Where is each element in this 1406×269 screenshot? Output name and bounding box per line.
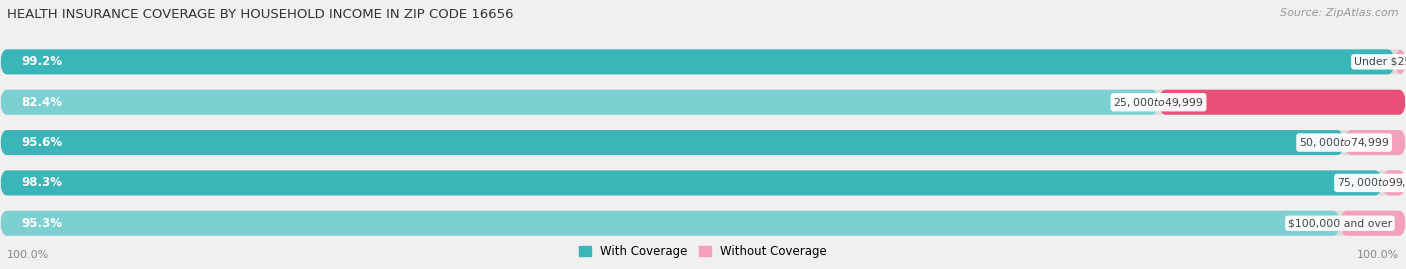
Text: 98.3%: 98.3% bbox=[21, 176, 62, 189]
Text: $75,000 to $99,999: $75,000 to $99,999 bbox=[1337, 176, 1406, 189]
Legend: With Coverage, Without Coverage: With Coverage, Without Coverage bbox=[574, 241, 832, 263]
Text: $25,000 to $49,999: $25,000 to $49,999 bbox=[1114, 96, 1204, 109]
FancyBboxPatch shape bbox=[0, 90, 1159, 115]
FancyBboxPatch shape bbox=[0, 49, 1406, 74]
FancyBboxPatch shape bbox=[1340, 211, 1406, 236]
Text: 99.2%: 99.2% bbox=[21, 55, 62, 68]
FancyBboxPatch shape bbox=[1395, 49, 1406, 74]
Text: 95.6%: 95.6% bbox=[21, 136, 62, 149]
Text: 82.4%: 82.4% bbox=[21, 96, 62, 109]
Text: $50,000 to $74,999: $50,000 to $74,999 bbox=[1299, 136, 1389, 149]
FancyBboxPatch shape bbox=[0, 171, 1382, 195]
Text: Under $25,000: Under $25,000 bbox=[1354, 57, 1406, 67]
Text: 95.3%: 95.3% bbox=[21, 217, 62, 230]
FancyBboxPatch shape bbox=[0, 49, 1395, 74]
Text: Source: ZipAtlas.com: Source: ZipAtlas.com bbox=[1281, 8, 1399, 18]
FancyBboxPatch shape bbox=[1159, 90, 1406, 115]
FancyBboxPatch shape bbox=[1344, 130, 1406, 155]
Text: 100.0%: 100.0% bbox=[7, 250, 49, 260]
FancyBboxPatch shape bbox=[0, 211, 1340, 236]
FancyBboxPatch shape bbox=[0, 211, 1406, 236]
FancyBboxPatch shape bbox=[0, 130, 1344, 155]
Text: $100,000 and over: $100,000 and over bbox=[1288, 218, 1392, 228]
FancyBboxPatch shape bbox=[1382, 171, 1406, 195]
FancyBboxPatch shape bbox=[0, 130, 1406, 155]
FancyBboxPatch shape bbox=[0, 90, 1406, 115]
Text: HEALTH INSURANCE COVERAGE BY HOUSEHOLD INCOME IN ZIP CODE 16656: HEALTH INSURANCE COVERAGE BY HOUSEHOLD I… bbox=[7, 8, 513, 21]
Text: 100.0%: 100.0% bbox=[1357, 250, 1399, 260]
FancyBboxPatch shape bbox=[0, 171, 1406, 195]
